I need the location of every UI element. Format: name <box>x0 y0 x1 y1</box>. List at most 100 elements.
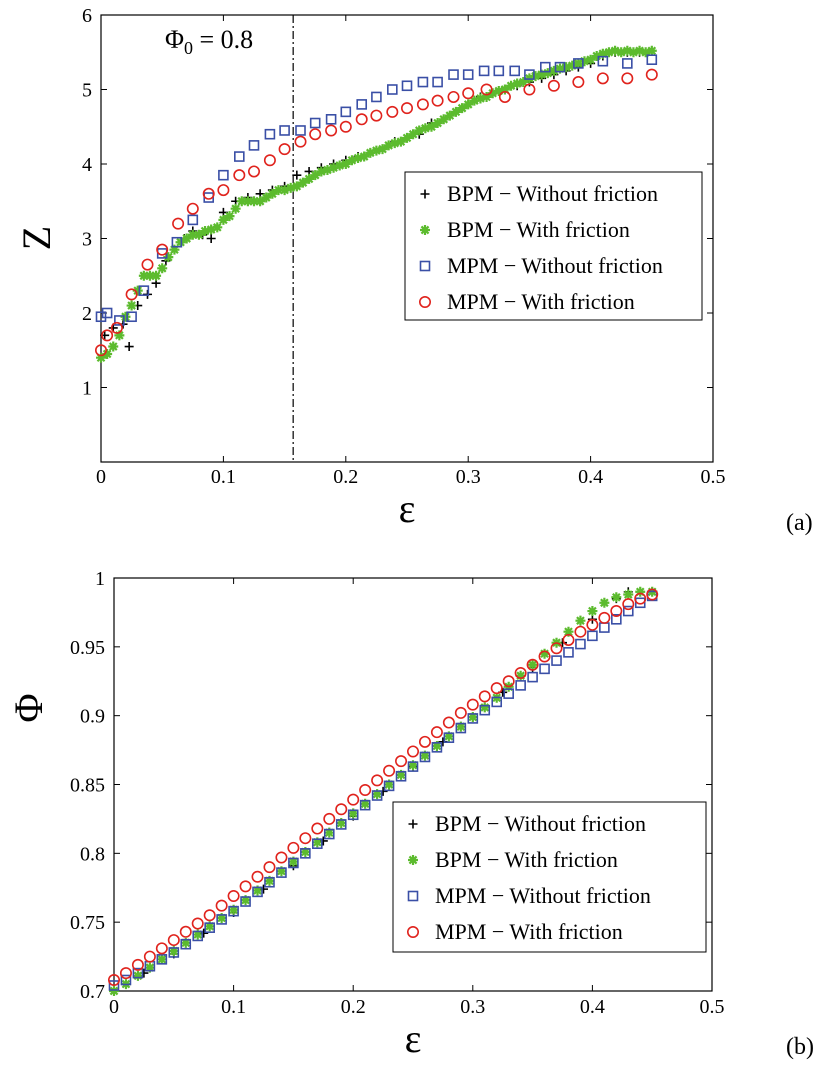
y-tick-label: 0.9 <box>80 706 105 728</box>
data-point <box>527 671 538 683</box>
data-point <box>255 196 266 207</box>
data-point <box>124 342 134 352</box>
data-point <box>646 45 657 56</box>
data-point <box>114 315 125 326</box>
series-mpm-with-friction <box>95 68 658 357</box>
data-point <box>336 818 347 829</box>
data-point <box>466 698 479 711</box>
data-point <box>347 809 359 821</box>
data-point <box>555 63 565 74</box>
data-point <box>108 980 120 991</box>
data-point <box>242 196 253 207</box>
data-point <box>263 861 276 874</box>
data-point <box>261 192 272 203</box>
data-point <box>240 895 251 906</box>
data-point <box>591 50 602 61</box>
data-point <box>276 866 287 877</box>
data-point <box>383 140 394 151</box>
data-point <box>430 726 443 739</box>
data-point <box>264 876 275 888</box>
data-point <box>312 838 323 849</box>
data-point <box>442 716 455 729</box>
data-point <box>279 185 290 196</box>
data-point <box>575 638 586 650</box>
data-point <box>432 76 443 88</box>
data-point <box>478 690 491 703</box>
data-point <box>216 913 227 924</box>
data-point <box>267 188 278 199</box>
data-point <box>389 138 400 149</box>
data-point <box>611 613 622 625</box>
data-point <box>334 160 345 171</box>
data-point <box>181 233 192 244</box>
data-point <box>526 658 539 671</box>
data-point <box>206 234 216 243</box>
panel-a-tag: (a) <box>786 510 813 536</box>
data-point <box>455 722 467 734</box>
data-point <box>217 184 230 197</box>
data-point <box>498 90 511 103</box>
panel-b-ylabel: Φ <box>6 693 51 722</box>
data-point <box>156 243 169 256</box>
data-point <box>125 288 138 301</box>
legend-entry: MPM − With friction <box>435 919 623 944</box>
x-tick-label: 0.3 <box>456 466 481 488</box>
data-point <box>252 886 263 898</box>
data-point <box>156 954 167 965</box>
data-point <box>200 226 211 237</box>
data-point <box>291 181 302 192</box>
data-point <box>454 706 467 719</box>
data-point <box>299 832 312 845</box>
data-point <box>585 54 596 65</box>
data-point <box>206 224 217 235</box>
panel-a-ticks: 0 0.1 0.2 0.3 0.4 0.5 1 2 3 4 5 6 <box>82 5 726 488</box>
y-tick-label: 5 <box>82 80 92 102</box>
data-point <box>273 185 284 196</box>
data-point <box>180 937 191 948</box>
data-point <box>575 615 586 626</box>
data-point <box>414 125 425 136</box>
data-point <box>108 973 121 986</box>
data-point <box>359 151 370 162</box>
data-point <box>263 154 276 167</box>
data-point <box>300 846 311 857</box>
data-point <box>335 819 347 830</box>
data-point <box>597 48 608 59</box>
data-point <box>169 244 180 255</box>
data-point <box>172 217 185 230</box>
data-point <box>346 155 357 166</box>
data-point <box>138 270 149 281</box>
data-point <box>479 702 490 713</box>
data-point <box>230 203 241 214</box>
data-point <box>132 970 143 981</box>
panel-b-series <box>108 586 659 996</box>
data-point <box>635 586 646 597</box>
data-point <box>365 147 376 158</box>
data-point <box>587 606 598 617</box>
y-tick-label: 3 <box>82 229 92 251</box>
y-tick-label: 2 <box>82 303 92 325</box>
data-point <box>279 125 290 136</box>
data-point <box>444 110 455 121</box>
data-point <box>406 745 419 758</box>
data-point <box>431 94 444 107</box>
data-point <box>318 836 328 846</box>
legend-entry: BPM − Without friction <box>435 811 646 836</box>
data-point <box>120 311 131 322</box>
data-point <box>102 348 113 359</box>
data-point <box>251 870 264 883</box>
data-point <box>143 950 156 963</box>
y-tick-label: 0.95 <box>70 637 105 659</box>
legend-entry: BPM − With friction <box>435 847 618 872</box>
data-point <box>340 106 352 118</box>
data-point <box>431 740 442 751</box>
data-point <box>304 173 315 184</box>
data-point <box>610 45 621 56</box>
data-point <box>573 58 584 69</box>
data-point <box>514 666 527 679</box>
data-point <box>512 78 523 89</box>
data-point <box>110 321 123 334</box>
data-point <box>132 967 144 979</box>
data-point <box>383 764 396 777</box>
